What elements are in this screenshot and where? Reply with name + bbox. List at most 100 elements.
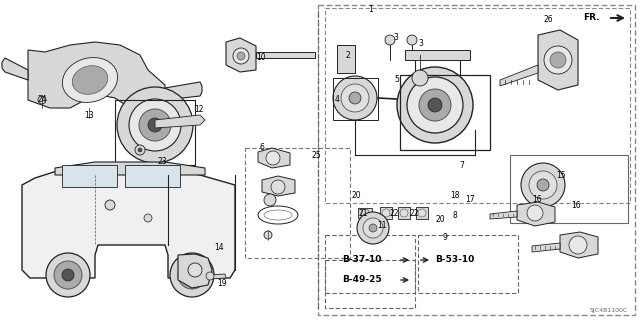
Bar bbox=[337, 45, 355, 73]
Ellipse shape bbox=[407, 35, 417, 45]
Text: 6: 6 bbox=[260, 143, 264, 153]
Text: 13: 13 bbox=[84, 110, 94, 119]
Text: 9: 9 bbox=[443, 234, 447, 243]
Ellipse shape bbox=[105, 200, 115, 210]
Bar bbox=[398, 207, 410, 219]
Polygon shape bbox=[2, 58, 28, 80]
Text: 3: 3 bbox=[394, 34, 399, 43]
Ellipse shape bbox=[382, 209, 390, 217]
Text: 19: 19 bbox=[217, 278, 227, 287]
Polygon shape bbox=[165, 82, 202, 100]
Ellipse shape bbox=[138, 148, 142, 152]
Ellipse shape bbox=[385, 35, 395, 45]
Polygon shape bbox=[140, 165, 170, 178]
Ellipse shape bbox=[357, 212, 389, 244]
Polygon shape bbox=[226, 38, 256, 72]
Ellipse shape bbox=[170, 253, 214, 297]
Ellipse shape bbox=[333, 76, 377, 120]
Text: 20: 20 bbox=[351, 190, 361, 199]
Ellipse shape bbox=[569, 236, 587, 254]
Text: 16: 16 bbox=[532, 196, 542, 204]
Ellipse shape bbox=[266, 151, 280, 165]
Bar bbox=[115, 100, 195, 165]
Ellipse shape bbox=[139, 109, 171, 141]
Text: FR.: FR. bbox=[584, 13, 600, 22]
Ellipse shape bbox=[407, 77, 463, 133]
Text: 4: 4 bbox=[335, 95, 339, 105]
Bar bbox=[333, 78, 378, 120]
Text: 12: 12 bbox=[195, 106, 204, 115]
Polygon shape bbox=[256, 52, 315, 58]
Ellipse shape bbox=[72, 66, 108, 94]
Text: 15: 15 bbox=[556, 171, 566, 180]
Bar bbox=[62, 165, 117, 187]
Text: 22: 22 bbox=[389, 209, 399, 218]
Polygon shape bbox=[517, 202, 555, 226]
Ellipse shape bbox=[397, 67, 473, 143]
Ellipse shape bbox=[186, 269, 198, 281]
Ellipse shape bbox=[521, 163, 565, 207]
Ellipse shape bbox=[237, 52, 245, 60]
Text: 10: 10 bbox=[256, 53, 266, 62]
Text: 16: 16 bbox=[571, 201, 581, 210]
Ellipse shape bbox=[412, 70, 428, 86]
Text: 8: 8 bbox=[452, 211, 458, 220]
Ellipse shape bbox=[537, 179, 549, 191]
Ellipse shape bbox=[62, 269, 74, 281]
Ellipse shape bbox=[400, 209, 408, 217]
Text: 22: 22 bbox=[409, 209, 419, 218]
Ellipse shape bbox=[550, 52, 566, 68]
Ellipse shape bbox=[148, 118, 162, 132]
Text: 17: 17 bbox=[465, 196, 475, 204]
Ellipse shape bbox=[178, 261, 206, 289]
Polygon shape bbox=[538, 30, 578, 90]
Text: 18: 18 bbox=[451, 191, 460, 201]
Ellipse shape bbox=[233, 48, 249, 64]
Ellipse shape bbox=[341, 84, 369, 112]
Polygon shape bbox=[532, 243, 560, 252]
Text: 21: 21 bbox=[358, 209, 368, 218]
Ellipse shape bbox=[129, 99, 181, 151]
Ellipse shape bbox=[349, 92, 361, 104]
Polygon shape bbox=[28, 42, 165, 118]
Text: 3: 3 bbox=[419, 38, 424, 47]
Text: 26: 26 bbox=[543, 15, 553, 25]
Ellipse shape bbox=[38, 96, 46, 104]
Ellipse shape bbox=[271, 180, 285, 194]
Polygon shape bbox=[500, 65, 538, 86]
Ellipse shape bbox=[117, 87, 193, 163]
Text: 23: 23 bbox=[157, 157, 167, 166]
Polygon shape bbox=[155, 115, 205, 128]
Ellipse shape bbox=[527, 205, 543, 221]
Polygon shape bbox=[262, 176, 295, 196]
Text: 14: 14 bbox=[214, 244, 224, 252]
Ellipse shape bbox=[264, 194, 276, 206]
Ellipse shape bbox=[54, 261, 82, 289]
Polygon shape bbox=[210, 274, 226, 279]
Bar bbox=[510, 155, 628, 223]
Ellipse shape bbox=[206, 272, 214, 280]
Text: 2: 2 bbox=[346, 51, 350, 60]
Text: 11: 11 bbox=[377, 220, 387, 229]
Bar bbox=[318, 5, 635, 315]
Text: 20: 20 bbox=[435, 215, 445, 225]
Ellipse shape bbox=[369, 224, 377, 232]
Polygon shape bbox=[22, 168, 235, 278]
Polygon shape bbox=[55, 162, 205, 175]
Ellipse shape bbox=[62, 58, 118, 102]
Bar bbox=[380, 207, 392, 219]
Bar bbox=[125, 165, 180, 187]
Ellipse shape bbox=[135, 145, 145, 155]
Ellipse shape bbox=[361, 209, 369, 217]
Bar bbox=[325, 235, 415, 293]
Polygon shape bbox=[490, 211, 517, 219]
Bar bbox=[418, 235, 518, 293]
Text: 25: 25 bbox=[311, 150, 321, 159]
Ellipse shape bbox=[46, 253, 90, 297]
Ellipse shape bbox=[428, 98, 442, 112]
Text: B-37-10: B-37-10 bbox=[342, 255, 381, 265]
Bar bbox=[358, 208, 372, 218]
Ellipse shape bbox=[144, 214, 152, 222]
Polygon shape bbox=[258, 148, 290, 168]
Text: SJC4B1100C: SJC4B1100C bbox=[589, 308, 628, 313]
